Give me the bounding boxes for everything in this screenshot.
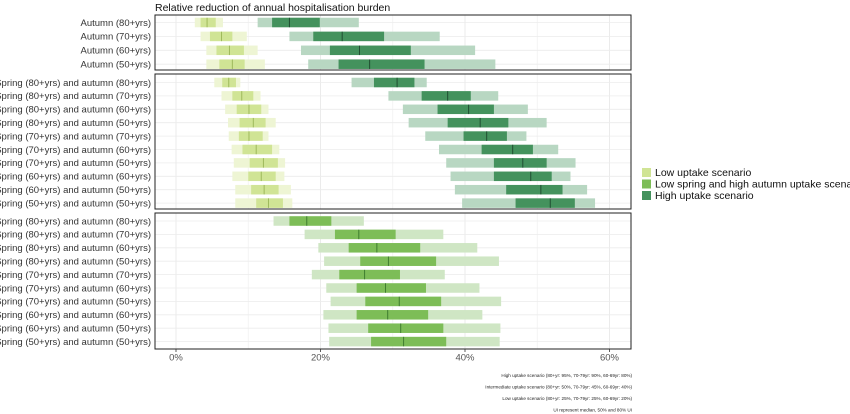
bar-ui50 xyxy=(239,117,266,128)
x-axis: 0% 20% 40% 60% xyxy=(169,349,620,364)
category-label: Spring (80+yrs) and autumn (50+yrs) xyxy=(0,257,151,268)
bar-ui50 xyxy=(272,17,320,28)
category-label: Spring (80+yrs) and autumn (60+yrs) xyxy=(0,105,151,116)
category-label: Autumn (50+yrs) xyxy=(81,60,152,71)
panel-frame xyxy=(154,73,632,210)
category-label: Spring (50+yrs) and autumn (50+yrs) xyxy=(0,198,151,209)
bar-ui50 xyxy=(339,269,400,280)
category-label: Spring (70+yrs) and autumn (70+yrs) xyxy=(0,131,151,142)
bar-ui50 xyxy=(356,283,426,293)
category-label: Spring (80+yrs) and autumn (60+yrs) xyxy=(0,243,151,254)
footnote: High uptake scenario (80+yr: 95%, 70-79y… xyxy=(501,373,632,378)
bar-ui50 xyxy=(289,216,332,226)
chart-title: Relative reduction of annual hospitalisa… xyxy=(155,2,390,14)
bar-ui50 xyxy=(463,131,507,141)
bar-ui50 xyxy=(493,171,552,182)
category-label: Spring (60+yrs) and autumn (50+yrs) xyxy=(0,324,151,335)
bars-layer xyxy=(194,17,596,347)
bar-ui50 xyxy=(356,310,429,320)
bar-ui50 xyxy=(437,104,494,115)
legend-label: Low spring and high autumn uptake scenar… xyxy=(655,179,850,191)
bar-ui50 xyxy=(348,243,421,253)
bar-ui50 xyxy=(232,91,254,101)
bar-ui50 xyxy=(238,131,263,141)
footnote: Low uptake scenario (80+yr: 25%, 70-79yr… xyxy=(502,396,632,401)
footnote: Intermediate uptake scenario (80+yr: 50%… xyxy=(485,385,632,390)
category-label: Spring (80+yrs) and autumn (70+yrs) xyxy=(0,91,151,102)
bar-ui50 xyxy=(493,158,547,168)
x-tick-label: 20% xyxy=(311,353,331,364)
bar-ui50 xyxy=(371,336,447,347)
bar-ui50 xyxy=(368,323,444,333)
bar-ui50 xyxy=(447,117,509,128)
category-label: Autumn (70+yrs) xyxy=(81,32,152,43)
category-label: Spring (70+yrs) and autumn (70+yrs) xyxy=(0,270,151,281)
bar-ui50 xyxy=(360,256,437,266)
bar-ui50 xyxy=(421,91,471,101)
legend-label: Low uptake scenario xyxy=(655,167,751,179)
legend-swatch xyxy=(642,168,651,177)
x-tick-label: 0% xyxy=(169,353,183,364)
category-label: Spring (60+yrs) and autumn (60+yrs) xyxy=(0,172,151,183)
bar-ui50 xyxy=(506,184,563,195)
category-label: Autumn (60+yrs) xyxy=(81,46,152,57)
category-label: Spring (70+yrs) and autumn (60+yrs) xyxy=(0,145,151,156)
category-label: Spring (80+yrs) and autumn (80+yrs) xyxy=(0,216,151,227)
footnote: UI represent median, 50% and 80% UI xyxy=(553,408,632,413)
bar-ui50 xyxy=(481,144,533,155)
grid-layer xyxy=(155,15,631,349)
category-label: Spring (50+yrs) and autumn (50+yrs) xyxy=(0,337,151,348)
panel-frames xyxy=(154,14,632,350)
bar-ui50 xyxy=(256,198,283,208)
category-label: Spring (70+yrs) and autumn (50+yrs) xyxy=(0,158,151,169)
x-tick-label: 40% xyxy=(455,353,475,364)
x-tick-label: 60% xyxy=(600,353,620,364)
bar-ui50 xyxy=(373,77,415,88)
panel-frame xyxy=(154,14,632,71)
panel-frame xyxy=(154,212,632,350)
category-label: Spring (80+yrs) and autumn (70+yrs) xyxy=(0,230,151,241)
category-label: Spring (60+yrs) and autumn (60+yrs) xyxy=(0,310,151,321)
category-label: Spring (70+yrs) and autumn (50+yrs) xyxy=(0,297,151,308)
bar-ui50 xyxy=(251,184,279,195)
bar-ui50 xyxy=(365,296,442,307)
bar-ui50 xyxy=(338,59,425,69)
legend-swatch xyxy=(642,191,651,200)
legend-label: High uptake scenario xyxy=(655,190,754,202)
category-labels: Autumn (80+yrs) Autumn (70+yrs) Autumn (60… xyxy=(0,18,151,348)
bar-ui50 xyxy=(216,45,244,56)
category-label: Spring (80+yrs) and autumn (50+yrs) xyxy=(0,118,151,129)
category-label: Spring (80+yrs) and autumn (80+yrs) xyxy=(0,78,151,89)
legend-swatch xyxy=(642,179,651,189)
bar-ui50 xyxy=(334,229,396,240)
category-label: Spring (60+yrs) and autumn (50+yrs) xyxy=(0,185,151,196)
bar-ui50 xyxy=(248,171,276,182)
bar-ui50 xyxy=(313,31,385,42)
bar-ui50 xyxy=(200,17,216,28)
bar-ui50 xyxy=(329,45,411,56)
footnotes: High uptake scenario (80+yr: 95%, 70-79y… xyxy=(485,373,632,413)
category-label: Autumn (80+yrs) xyxy=(81,18,152,29)
category-label: Spring (70+yrs) and autumn (60+yrs) xyxy=(0,283,151,294)
bar-ui50 xyxy=(515,198,575,208)
bar-ui50 xyxy=(242,144,273,155)
